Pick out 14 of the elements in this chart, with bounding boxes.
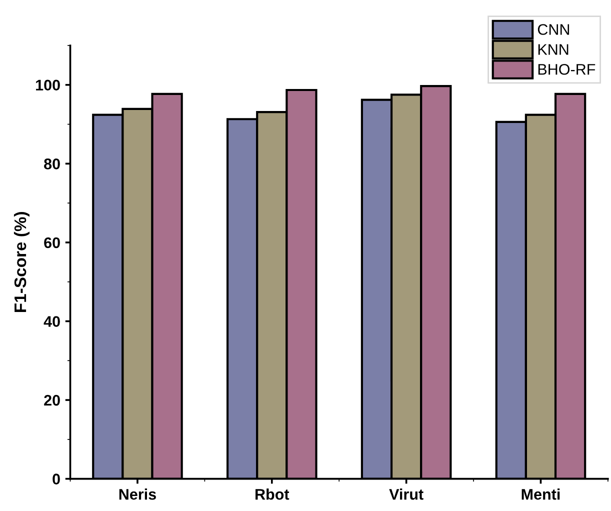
y-axis-title: F1-Score (%)	[14, 212, 30, 312]
x-tick-label: Virut	[389, 488, 424, 500]
x-tick-label: Neris	[119, 488, 156, 500]
y-tick-label: 40	[44, 316, 60, 327]
legend-label: CNN	[538, 24, 570, 35]
y-tick-label: 100	[36, 80, 60, 91]
legend-label: KNN	[538, 44, 568, 55]
x-tick-label: Rbot	[256, 488, 290, 500]
y-tick-label: 20	[44, 394, 60, 406]
legend-label: BHO-RF	[538, 64, 596, 75]
y-tick-label: 80	[44, 158, 60, 170]
y-tick-label: 0	[52, 474, 60, 484]
y-tick-label: 60	[44, 237, 60, 248]
x-tick-label: Menti	[522, 488, 560, 500]
